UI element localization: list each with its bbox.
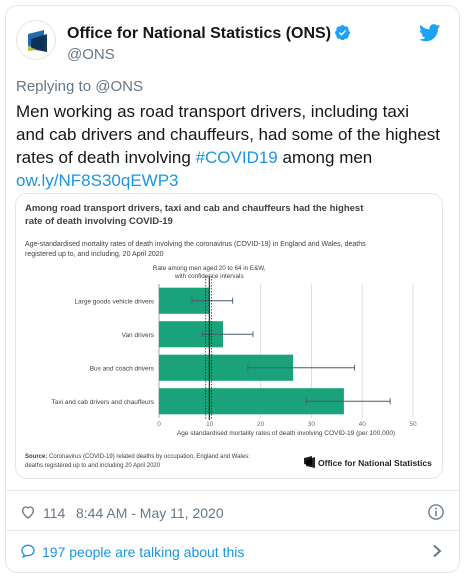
tweet-header: Office for National Statistics (ONS) @ON… <box>16 18 441 68</box>
x-tick-label: 40 <box>359 421 367 428</box>
category-label: Large goods vehicle drivers <box>75 298 155 305</box>
media-source-line1: Source: Coronavirus (COVID-19) related d… <box>25 454 250 460</box>
twitter-bird-icon[interactable] <box>419 24 441 42</box>
verified-icon <box>335 25 350 41</box>
media-subtitle-line2: registered up to, and including, 20 Apri… <box>25 251 164 258</box>
x-tick-label: 30 <box>308 421 316 428</box>
category-label: Taxi and cab drivers and chauffeurs <box>52 399 155 406</box>
replying-to: Replying to @ONS <box>16 78 143 95</box>
reference-label-line1: Rate among men aged 20 to 64 in E&W, <box>153 265 266 272</box>
x-axis-label: Age standardised mortality rates of deat… <box>177 430 395 437</box>
ons-logo-icon[interactable] <box>16 20 56 60</box>
tweet-timestamp[interactable]: 8:44 AM - May 11, 2020 <box>76 505 224 521</box>
category-label: Van drivers <box>122 332 155 339</box>
info-icon[interactable] <box>427 503 445 521</box>
chevron-right-icon <box>433 544 442 558</box>
conversation-label: 197 people are talking about this <box>42 544 245 560</box>
mortality-chart: Among road transport drivers, taxi and c… <box>25 203 432 469</box>
tweet-text: Men working as road transport drivers, i… <box>16 102 441 190</box>
conversation-link[interactable]: 197 people are talking about this <box>20 542 445 562</box>
divider <box>5 490 460 491</box>
tweet-footer: 114 8:44 AM - May 11, 2020 <box>20 503 445 523</box>
comment-bubble-icon <box>21 544 35 559</box>
ons-brand-logo-icon: Office for National Statistics <box>304 456 432 468</box>
hashtag-link[interactable]: #COVID19 <box>195 148 278 167</box>
x-tick-label: 0 <box>157 421 161 428</box>
tweet-media-image[interactable]: Among road transport drivers, taxi and c… <box>15 193 443 479</box>
media-title-line1: Among road transport drivers, taxi and c… <box>25 203 364 214</box>
divider <box>5 530 460 531</box>
ons-brand-text: Office for National Statistics <box>318 458 432 468</box>
media-title-line2: rate of death involving COVID-19 <box>25 216 173 227</box>
author-name[interactable]: Office for National Statistics (ONS) <box>67 24 351 43</box>
heart-icon[interactable] <box>20 504 36 520</box>
reference-label-line2: with confidence intervals <box>174 273 244 280</box>
reply-handle-link[interactable]: @ONS <box>95 78 143 95</box>
x-tick-label: 20 <box>257 421 265 428</box>
media-source-line2: deaths registered up to and including 20… <box>25 463 161 469</box>
like-count: 114 <box>43 505 66 521</box>
x-tick-label: 10 <box>206 421 214 428</box>
category-label: Bus and coach drivers <box>90 365 155 372</box>
tweet-url-link[interactable]: ow.ly/NF8S30qEWP3 <box>16 171 179 190</box>
media-subtitle-line1: Age-standardised mortality rates of deat… <box>25 241 366 248</box>
author-handle[interactable]: @ONS <box>67 46 115 63</box>
x-tick-label: 50 <box>409 421 417 428</box>
